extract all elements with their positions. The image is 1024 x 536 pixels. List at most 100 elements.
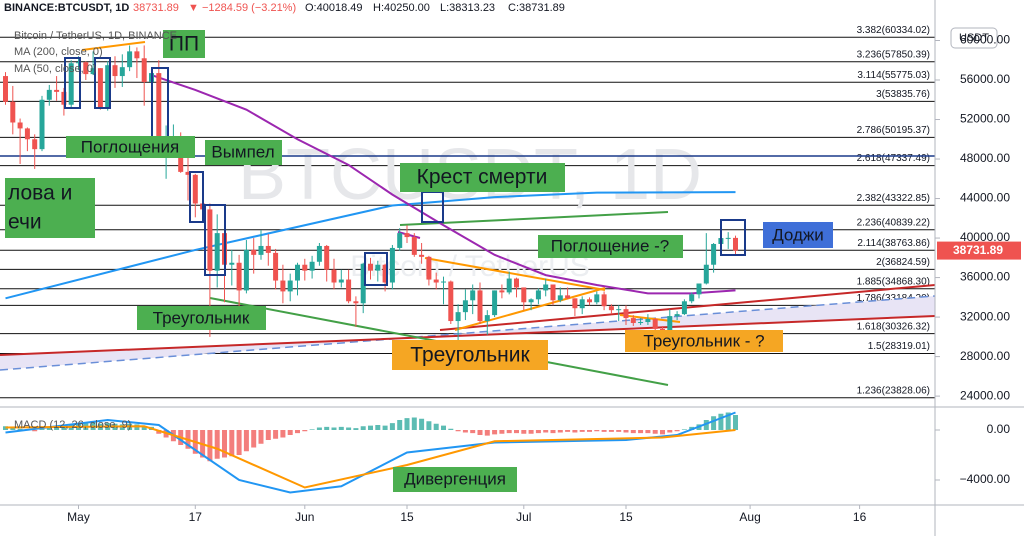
macd-bar <box>426 421 432 430</box>
macd-bar <box>645 430 651 434</box>
currency[interactable]: USDT <box>959 32 989 44</box>
annotation-box <box>205 140 282 165</box>
x-tick-label: Jul <box>516 510 531 524</box>
macd-bar <box>258 430 264 444</box>
annotation: Поглощения <box>81 137 179 156</box>
candle-body <box>579 299 585 309</box>
y-tick-label: 28000.00 <box>960 349 1010 363</box>
candle-body <box>419 254 425 257</box>
macd-bar <box>324 426 330 430</box>
candle-body <box>404 233 410 238</box>
macd-bar <box>630 430 636 434</box>
macd-bar <box>54 426 60 430</box>
candle-body <box>674 314 680 317</box>
level-label: 2.786(50195.37) <box>857 125 930 136</box>
moving-average <box>151 74 736 295</box>
macd-bar <box>477 430 483 435</box>
candle-body <box>689 294 695 302</box>
macd-bar <box>550 430 556 434</box>
macd-bar <box>338 426 344 430</box>
candle-body <box>477 290 483 322</box>
level-label: 2.382(43322.85) <box>857 193 930 204</box>
macd-bar <box>141 426 147 430</box>
y-tick-label: 24000.00 <box>960 388 1010 402</box>
price: 38731.89 <box>133 2 179 14</box>
macd-bar <box>557 430 563 433</box>
candle-body <box>324 245 330 270</box>
macd-bar <box>375 425 381 430</box>
candle-body <box>492 290 498 316</box>
annotation-box <box>763 222 833 248</box>
candle-body <box>455 312 461 322</box>
candle-body <box>54 89 60 92</box>
macd-bar <box>46 427 52 430</box>
annotation: Треугольник <box>153 308 250 327</box>
x-tick-label: 15 <box>400 510 414 524</box>
macd-bar <box>156 430 162 434</box>
candle-body <box>528 299 534 303</box>
price-tag <box>937 241 1021 260</box>
annotation: Треугольник - ? <box>643 331 764 350</box>
candle-body <box>506 278 512 293</box>
candle-body <box>360 263 366 304</box>
macd-bar <box>681 429 687 430</box>
annotation: ПП <box>169 33 199 56</box>
candle-body <box>353 301 359 304</box>
annotation: Доджи <box>772 225 824 244</box>
y-tick-label: 36000.00 <box>960 270 1010 284</box>
highlight-box <box>64 57 81 109</box>
candle-body <box>703 264 709 284</box>
level-label: 3(53835.76) <box>876 89 930 100</box>
y-tick-label: 60000.00 <box>960 33 1010 47</box>
macd-bar <box>236 430 242 455</box>
candle-body <box>265 245 271 253</box>
macd-bar <box>506 430 512 434</box>
candle-body <box>681 301 687 315</box>
candle-body <box>10 101 16 123</box>
macd-bar <box>214 430 220 459</box>
macd-bar <box>623 430 629 433</box>
macd-bar <box>674 430 680 432</box>
candle-body <box>141 58 147 82</box>
candle-body <box>258 245 264 255</box>
candle-body <box>448 281 454 322</box>
annotation: Поглощение -? <box>551 236 670 255</box>
trend-line <box>424 257 606 291</box>
candle-body <box>441 281 446 283</box>
macd-bar <box>514 430 519 434</box>
macd-bar <box>61 426 67 430</box>
candle-body <box>543 284 549 291</box>
level-label: 2.618(47337.49) <box>857 153 930 164</box>
trend-line <box>439 284 936 331</box>
macd-bar <box>703 420 709 430</box>
macd-bar <box>528 430 534 434</box>
macd-bar <box>572 430 578 433</box>
candle-body <box>499 290 505 293</box>
candle-body <box>119 67 125 77</box>
level-label: 1.236(23828.06) <box>857 385 930 396</box>
highlight-box <box>364 252 388 286</box>
symbol: BINANCE:BTCUSDT, 1D <box>4 2 129 14</box>
macd-bar <box>368 425 373 430</box>
x-tick-label: Aug <box>739 510 760 524</box>
candle-body <box>572 298 578 309</box>
candle-body <box>594 294 600 303</box>
trend-line <box>0 315 936 356</box>
annotation-box <box>137 306 266 330</box>
candle-body <box>711 243 717 265</box>
currency-badge[interactable] <box>950 27 998 49</box>
macd-bar <box>222 430 227 458</box>
candle-body <box>251 249 257 255</box>
level-label: 3.382(60334.02) <box>857 25 930 36</box>
macd-bar <box>3 426 8 430</box>
candle-body <box>97 68 103 108</box>
highlight-boxes <box>64 57 746 286</box>
candle-body <box>46 89 52 100</box>
macd-bar <box>32 430 38 432</box>
candle-body <box>652 319 658 329</box>
trend-line <box>81 41 146 51</box>
candle-body <box>192 174 198 204</box>
candle-body <box>550 284 556 301</box>
candle-body <box>236 262 242 291</box>
candle-body <box>302 264 308 271</box>
